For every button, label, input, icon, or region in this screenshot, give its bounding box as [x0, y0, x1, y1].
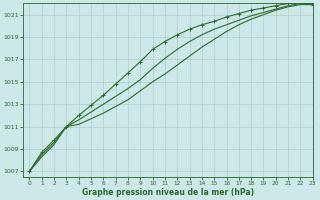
- X-axis label: Graphe pression niveau de la mer (hPa): Graphe pression niveau de la mer (hPa): [82, 188, 254, 197]
